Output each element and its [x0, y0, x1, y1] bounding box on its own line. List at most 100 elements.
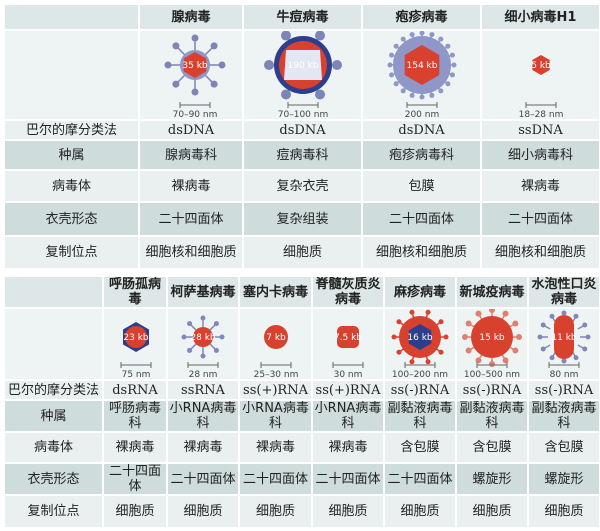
row-virion: 病毒体 裸病毒 裸病毒 裸病毒 裸病毒 含包膜 含包膜 含包膜	[5, 433, 599, 462]
cell-virion: 裸病毒	[313, 433, 383, 462]
corner-cell	[5, 5, 138, 29]
row-capsid: 衣壳形态 二十四面体 复杂组装 二十四面体 二十四面体	[5, 203, 599, 235]
cell-virion: 裸病毒	[140, 171, 242, 201]
cell-family: 腺病毒科	[140, 141, 242, 169]
scale-bar-label: 80 nm	[550, 370, 579, 379]
virus-diagram: 154 kb 200 nm	[387, 31, 456, 119]
virus-diagram: 15 kb 100–500 nm	[462, 309, 522, 379]
row-label: 种属	[5, 401, 102, 431]
virus-name: 牛痘病毒	[244, 5, 361, 29]
cell-site: 细胞核和细胞质	[482, 237, 599, 268]
virus-diagram-cell: 5 kb 18–28 nm	[482, 31, 599, 119]
cell-family: 呼肠病毒科	[104, 401, 166, 431]
cell-family: 副黏液病毒科	[385, 401, 455, 431]
genome-size-label: 35 kb	[182, 61, 208, 71]
cell-site: 细胞质	[529, 496, 599, 527]
empty-cell	[5, 31, 138, 119]
cell-capsid: 螺旋形	[529, 464, 599, 494]
cell-capsid: 二十四面体	[140, 203, 242, 235]
header-row: 呼肠孤病毒 柯萨基病毒 塞内卡病毒 脊髓灰质炎病毒 麻疹病毒 新城疫病毒 水泡性口炎病毒	[5, 277, 599, 307]
scale-bar-label: 75 nm	[122, 370, 151, 379]
cell-baltimore: ss(-)RNA	[385, 381, 455, 399]
scale-bar-label: 28 nm	[189, 370, 218, 379]
virus-diagram-cell: 7.5 kb 30 nm	[313, 309, 383, 379]
cell-family: 痘病毒科	[244, 141, 361, 169]
row-virion: 病毒体 裸病毒 复杂衣壳 包膜 裸病毒	[5, 171, 599, 201]
virus-name: 柯萨基病毒	[168, 277, 238, 307]
cell-baltimore: dsRNA	[104, 381, 166, 399]
cell-capsid: 二十四面体	[313, 464, 383, 494]
cell-family: 小RNA病毒科	[313, 401, 383, 431]
genome-size-label: 28 kb	[190, 333, 216, 343]
cell-capsid: 二十四面体	[240, 464, 311, 494]
cell-baltimore: dsDNA	[140, 121, 242, 139]
scale-bar-label: 200 nm	[404, 110, 439, 119]
virus-name: 呼肠孤病毒	[104, 277, 166, 307]
scale-bar-label: 18–28 nm	[518, 110, 563, 119]
cell-site: 细胞质	[457, 496, 527, 527]
virus-name: 新城疫病毒	[457, 277, 527, 307]
genome-size-label: 15 kb	[479, 333, 505, 343]
row-label: 病毒体	[5, 171, 138, 201]
virus-name: 水泡性口炎病毒	[529, 277, 599, 307]
row-label: 衣壳形态	[5, 203, 138, 235]
cell-site: 细胞质	[313, 496, 383, 527]
row-capsid: 衣壳形态 二十四面体 二十四面体 二十四面体 二十四面体 二十四面体 螺旋形 螺旋形	[5, 464, 599, 494]
cell-family: 小RNA病毒科	[168, 401, 238, 431]
row-label: 种属	[5, 141, 138, 169]
cell-capsid: 二十四面体	[482, 203, 599, 235]
cell-site: 细胞质	[240, 496, 311, 527]
cell-capsid: 二十四面体	[168, 464, 238, 494]
cell-virion: 含包膜	[457, 433, 527, 462]
cell-virion: 复杂衣壳	[244, 171, 361, 201]
genome-size-label: 7 kb	[266, 333, 286, 343]
genome-size-label: 11 kb	[551, 333, 577, 343]
row-site: 复制位点 细胞质 细胞质 细胞质 细胞质 细胞质 细胞质 细胞质	[5, 496, 599, 527]
virus-name: 疱疹病毒	[363, 5, 480, 29]
diagram-row: 23 kb 75 nm 28 kb 28 nm 7 kb 25–30 nm 7.5 kb 30…	[5, 309, 599, 379]
cell-site: 细胞质	[168, 496, 238, 527]
cell-virion: 包膜	[363, 171, 480, 201]
cell-baltimore: ssRNA	[168, 381, 238, 399]
row-label: 衣壳形态	[5, 464, 102, 494]
cell-family: 疱疹病毒科	[363, 141, 480, 169]
scale-bar-label: 100–200 nm	[392, 370, 448, 379]
virus-diagram: 16 kb 100–200 nm	[391, 309, 449, 379]
cell-family: 副黏液病毒科	[529, 401, 599, 431]
virus-name: 腺病毒	[140, 5, 242, 29]
scale-bar-label: 70–90 nm	[173, 110, 218, 119]
virus-diagram-cell: 16 kb 100–200 nm	[385, 309, 455, 379]
cell-baltimore: ss(-)RNA	[457, 381, 527, 399]
virus-diagram-cell: 190 kb 70–100 nm	[244, 31, 361, 119]
virus-diagram-cell: 28 kb 28 nm	[168, 309, 238, 379]
virus-diagram: 23 kb 75 nm	[120, 322, 152, 379]
corner-cell	[5, 277, 102, 307]
row-family: 种属 呼肠病毒科 小RNA病毒科 小RNA病毒科 小RNA病毒科 副黏液病毒科 副黏液病毒科…	[5, 401, 599, 431]
virus-diagram: 11 kb 80 nm	[537, 310, 591, 379]
diagram-row: 35 kb 70–90 nm 190 kb 70–100 nm 154 kb 200 nm…	[5, 31, 599, 119]
genome-size-label: 23 kb	[123, 333, 149, 343]
cell-virion: 裸病毒	[482, 171, 599, 201]
genome-size-label: 154 kb	[406, 61, 437, 71]
row-label: 复制位点	[5, 496, 102, 527]
scale-bar-label: 25–30 nm	[253, 370, 298, 379]
virus-diagram: 190 kb 70–100 nm	[263, 31, 342, 119]
cell-baltimore: dsDNA	[244, 121, 361, 139]
empty-cell	[5, 309, 102, 379]
header-row: 腺病毒 牛痘病毒 疱疹病毒 细小病毒H1	[5, 5, 599, 29]
row-baltimore: 巴尔的摩分类法 dsRNA ssRNA ss(+)RNA ss(+)RNA ss(-)RN…	[5, 381, 599, 399]
row-label: 复制位点	[5, 237, 138, 268]
cell-baltimore: ss(-)RNA	[529, 381, 599, 399]
scale-bar-label: 100–500 nm	[464, 370, 520, 379]
cell-capsid: 二十四面体	[363, 203, 480, 235]
virus-name: 塞内卡病毒	[240, 277, 311, 307]
virus-diagram-cell: 23 kb 75 nm	[104, 309, 166, 379]
virus-diagram: 28 kb 28 nm	[181, 315, 225, 379]
cell-site: 细胞核和细胞质	[140, 237, 242, 268]
cell-virion: 含包膜	[385, 433, 455, 462]
row-label: 巴尔的摩分类法	[5, 381, 102, 399]
row-family: 种属 腺病毒科 痘病毒科 疱疹病毒科 细小病毒科	[5, 141, 599, 169]
cell-virion: 裸病毒	[104, 433, 166, 462]
scale-bar-label: 70–100 nm	[277, 110, 327, 119]
row-site: 复制位点 细胞核和细胞质 细胞质 细胞核和细胞质 细胞核和细胞质	[5, 237, 599, 268]
